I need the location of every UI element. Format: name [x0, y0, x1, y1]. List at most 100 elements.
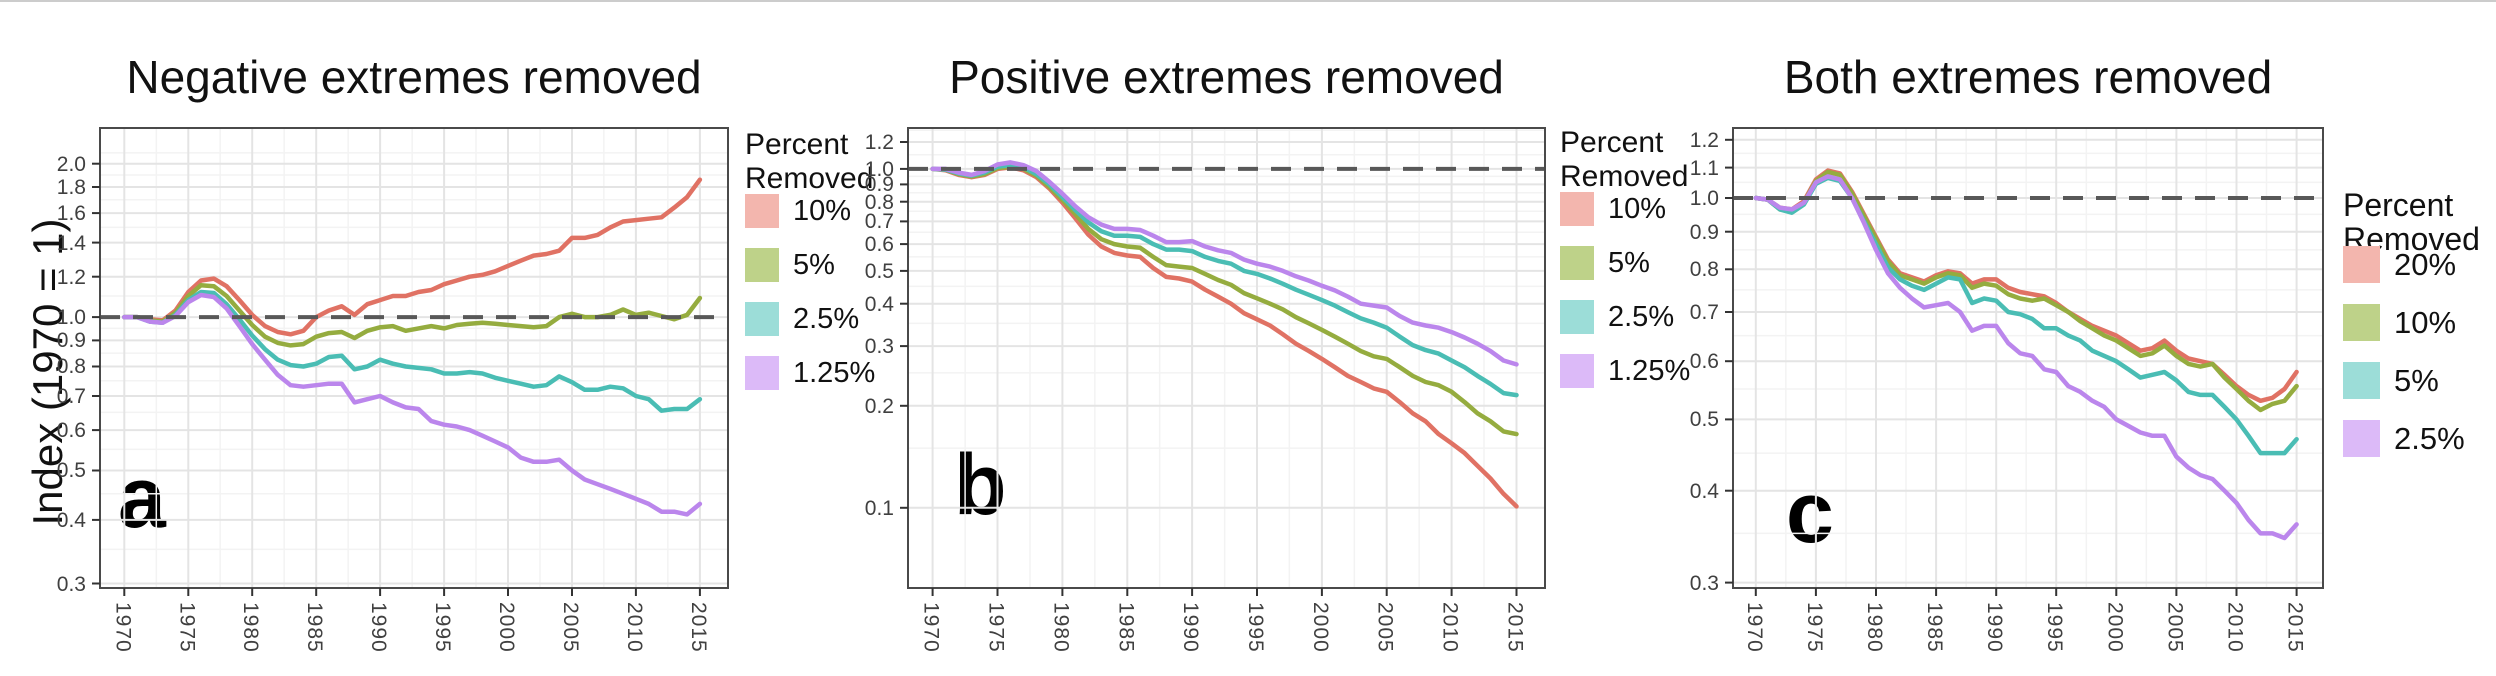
x-tick-label: 1975: [1802, 602, 1826, 653]
y-tick-label: 0.8: [1689, 258, 1719, 282]
y-tick-label: 1.8: [56, 176, 86, 199]
y-tick-label: 0.6: [1689, 350, 1719, 374]
x-tick-label: 1980: [1862, 602, 1886, 653]
y-tick-label: 1.0: [56, 306, 86, 330]
legend-item-1.25%: 1.25%: [745, 356, 875, 390]
y-tick-label: 0.3: [1689, 571, 1719, 595]
x-tick-label: 2000: [495, 602, 518, 653]
y-tick-label: 0.5: [56, 459, 86, 483]
y-tick-label: 2.0: [56, 152, 86, 176]
legend-swatch-5%: [745, 248, 779, 282]
x-tick-label: 2000: [1308, 602, 1332, 653]
panel-a-letter: a: [118, 450, 166, 546]
legend-swatch-2.5%: [1560, 300, 1594, 334]
legend-title-line: Percent: [745, 128, 849, 161]
x-tick-label: 2005: [1373, 602, 1397, 653]
legend-label-1.25%: 1.25%: [793, 356, 876, 389]
y-tick-label: 0.3: [864, 335, 894, 359]
x-tick-label: 1975: [175, 602, 199, 653]
x-tick-label: 2000: [2103, 602, 2127, 653]
x-tick-label: 1985: [1923, 602, 1947, 653]
legend-title-line: Percent: [2343, 187, 2454, 223]
x-tick-label: 1985: [303, 602, 327, 653]
series-line-10%: [122, 177, 703, 337]
x-tick-label: 2005: [558, 602, 582, 653]
y-tick-label: 0.7: [1689, 300, 1719, 324]
x-tick-label: 2010: [622, 602, 646, 653]
legend-swatch-20%: [2343, 246, 2380, 283]
y-tick-label: 0.9: [1689, 220, 1719, 244]
legend-swatch-10%: [2343, 304, 2380, 341]
series-line-1.25%: [930, 160, 1519, 367]
y-tick-label: 0.5: [864, 259, 894, 283]
y-tick-label: 1.0: [864, 157, 894, 181]
y-tick-label: 0.2: [864, 394, 894, 418]
x-tick-label: 2015: [2283, 602, 2307, 653]
x-tick-label: 1970: [111, 602, 135, 653]
panel-border: [1732, 127, 2324, 589]
legend-title: Percent Removed: [1560, 126, 1688, 194]
legend-label-5%: 5%: [793, 248, 835, 281]
legend-label-10%: 10%: [793, 194, 852, 227]
series-line-2.5%: [930, 162, 1519, 398]
y-tick-label: 0.9: [864, 173, 894, 197]
y-tick-label: 1.2: [56, 265, 86, 289]
x-tick-label: 2015: [1503, 602, 1527, 653]
legend-swatch-10%: [1560, 192, 1594, 226]
series-line-10%: [1753, 169, 2299, 413]
y-tick-label: 0.5: [1689, 408, 1719, 432]
x-tick-label: 1970: [1742, 602, 1766, 653]
y-tick-label: 0.8: [56, 355, 86, 379]
x-tick-label: 2010: [2223, 602, 2247, 653]
figure-top-border: [0, 0, 2496, 2]
x-tick-label: 1990: [1179, 602, 1203, 653]
y-tick-label: 0.7: [864, 210, 894, 234]
panel-plot-a: [92, 127, 729, 596]
legend-swatch-1.25%: [745, 356, 779, 390]
panel-c-letter: c: [1786, 465, 1834, 561]
y-tick-label: 0.7: [56, 385, 86, 409]
x-tick-label: 1975: [984, 602, 1008, 653]
y-tick-label: 0.4: [1689, 479, 1719, 503]
x-tick-label: 1970: [919, 602, 943, 653]
y-tick-label: 0.3: [56, 572, 86, 596]
legend-label-5%: 5%: [2394, 362, 2439, 398]
x-tick-label: 1980: [1049, 602, 1073, 653]
legend-item-5%: 5%: [1560, 246, 1650, 280]
legend-item-5%: 5%: [2343, 362, 2439, 399]
legend-label-2.5%: 2.5%: [793, 302, 860, 335]
legend-item-20%: 20%: [2343, 246, 2456, 283]
series-line-1.25%: [122, 292, 703, 517]
legend-label-10%: 10%: [1608, 192, 1667, 225]
legend-item-10%: 10%: [745, 194, 851, 228]
legend-title-line: Removed: [745, 162, 874, 195]
y-tick-label: 0.1: [864, 496, 894, 520]
y-tick-label: 0.4: [56, 508, 86, 532]
legend-title-line: Removed: [1560, 160, 1689, 193]
legend-item-10%: 10%: [1560, 192, 1666, 226]
legend-label-2.5%: 2.5%: [2394, 420, 2465, 456]
panel-border: [907, 127, 1546, 589]
x-tick-label: 1995: [2043, 602, 2067, 653]
panel-plot-b: [900, 127, 1546, 596]
panel-plot-c: [1725, 127, 2324, 596]
panel-border: [99, 127, 729, 589]
legend-swatch-10%: [745, 194, 779, 228]
y-tick-label: 1.2: [864, 131, 894, 155]
legend-item-2.5%: 2.5%: [1560, 300, 1674, 334]
legend-swatch-5%: [1560, 246, 1594, 280]
panel-c-title: Both extremes removed: [1783, 51, 2273, 103]
x-tick-label: 2005: [2163, 602, 2187, 653]
legend-item-1.25%: 1.25%: [1560, 354, 1690, 388]
y-tick-label: 1.2: [1689, 128, 1719, 152]
legend-title: Percent Removed: [745, 128, 873, 196]
y-tick-label: 0.6: [864, 233, 894, 257]
y-tick-label: 1.6: [56, 202, 86, 226]
y-tick-label: 0.8: [864, 190, 894, 214]
x-tick-label: 2015: [686, 602, 710, 653]
legend-item-2.5%: 2.5%: [745, 302, 859, 336]
legend-title-line: Percent: [1560, 126, 1664, 159]
legend-swatch-5%: [2343, 362, 2380, 399]
x-tick-label: 1990: [1983, 602, 2007, 653]
